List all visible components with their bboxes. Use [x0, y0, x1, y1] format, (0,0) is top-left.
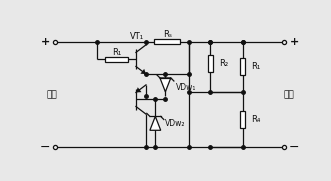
Text: 输入: 输入	[46, 90, 57, 99]
Text: VT₁: VT₁	[130, 32, 144, 41]
Bar	[105, 57, 128, 62]
Bar	[240, 58, 245, 75]
Text: VDw₂: VDw₂	[166, 119, 186, 128]
Polygon shape	[136, 87, 142, 92]
Text: VDw₁: VDw₁	[175, 83, 196, 92]
Text: 输出: 输出	[283, 90, 294, 99]
Bar	[208, 55, 213, 72]
Bar	[154, 39, 180, 44]
Text: −: −	[289, 141, 299, 154]
Text: Rₛ: Rₛ	[163, 30, 172, 39]
Text: +: +	[289, 37, 299, 47]
Text: R₂: R₂	[219, 59, 228, 68]
Bar	[240, 111, 245, 128]
Text: R₄: R₄	[252, 115, 261, 124]
Text: −: −	[40, 141, 51, 154]
Polygon shape	[140, 69, 146, 74]
Polygon shape	[150, 116, 161, 130]
Polygon shape	[160, 78, 171, 92]
Text: R₁: R₁	[252, 62, 260, 71]
Text: R₁: R₁	[112, 48, 121, 57]
Text: +: +	[41, 37, 50, 47]
